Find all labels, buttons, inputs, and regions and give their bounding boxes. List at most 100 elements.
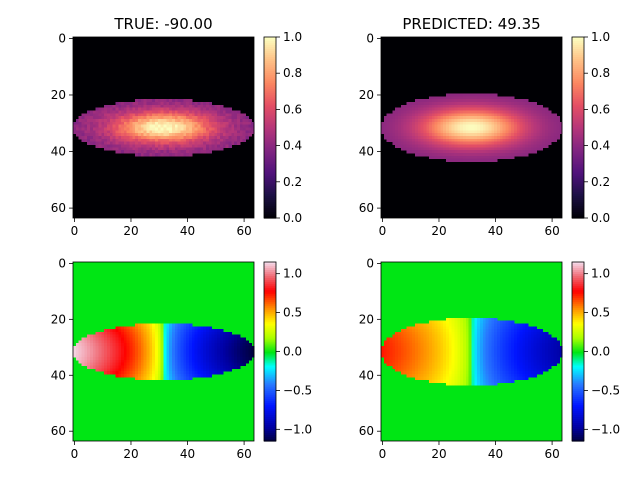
heatmap-cell bbox=[146, 138, 150, 143]
heatmap-cell bbox=[174, 326, 179, 330]
heatmap-cell bbox=[471, 317, 475, 322]
heatmap-cell bbox=[420, 365, 425, 369]
heatmap-cell bbox=[146, 113, 150, 117]
colorbar-segment bbox=[572, 327, 584, 331]
heatmap-cell bbox=[479, 155, 484, 160]
heatmap-cell bbox=[522, 127, 526, 131]
heatmap-cell bbox=[451, 141, 456, 146]
heatmap-cell bbox=[440, 127, 444, 131]
heatmap-cell bbox=[482, 348, 487, 353]
colorbar-segment bbox=[264, 53, 276, 56]
heatmap-cell bbox=[208, 365, 213, 369]
heatmap-cell bbox=[220, 110, 224, 114]
heatmap-cell bbox=[491, 379, 495, 383]
heatmap-cell bbox=[163, 133, 167, 137]
heatmap-cell bbox=[197, 144, 201, 148]
heatmap-cell bbox=[463, 317, 467, 322]
colorbar-segment bbox=[572, 405, 584, 408]
colorbar-segment bbox=[572, 99, 584, 102]
heatmap-cell bbox=[491, 376, 495, 381]
heatmap-cell bbox=[542, 110, 546, 114]
heatmap-cell bbox=[516, 345, 521, 350]
heatmap-cell bbox=[474, 93, 478, 97]
heatmap-cell bbox=[112, 365, 117, 369]
heatmap-cell bbox=[494, 147, 498, 151]
panel-title: PREDICTED: 49.35 bbox=[402, 15, 540, 33]
heatmap-cell bbox=[553, 127, 557, 131]
heatmap-cell bbox=[522, 354, 526, 358]
heatmap-cell bbox=[138, 368, 142, 372]
heatmap-cell bbox=[245, 340, 249, 344]
colorbar-segment bbox=[264, 195, 276, 199]
heatmap-cell bbox=[443, 113, 447, 117]
heatmap-cell bbox=[494, 110, 498, 114]
heatmap-cell bbox=[482, 135, 487, 140]
colorbar-tick-label: 0.8 bbox=[283, 66, 302, 80]
heatmap-cell bbox=[163, 144, 167, 148]
heatmap-cell bbox=[222, 357, 227, 361]
heatmap-cell bbox=[400, 334, 405, 339]
heatmap-cell bbox=[383, 121, 388, 126]
heatmap-cell bbox=[191, 107, 196, 112]
heatmap-cell bbox=[454, 138, 458, 143]
heatmap-cell bbox=[511, 357, 515, 361]
heatmap-cell bbox=[109, 104, 114, 109]
heatmap-cell bbox=[539, 110, 543, 114]
heatmap-cell bbox=[528, 130, 532, 134]
heatmap-cell bbox=[460, 158, 464, 163]
heatmap-cell bbox=[149, 138, 153, 143]
heatmap-cell bbox=[465, 354, 470, 358]
heatmap-cell bbox=[220, 124, 224, 129]
heatmap-cell bbox=[471, 354, 475, 358]
colorbar-segment bbox=[572, 343, 584, 347]
heatmap-cell bbox=[485, 158, 490, 163]
heatmap-cell bbox=[451, 323, 456, 327]
heatmap-cell bbox=[231, 365, 235, 369]
heatmap-cell bbox=[417, 326, 422, 330]
heatmap-cell bbox=[460, 345, 464, 350]
heatmap-cell bbox=[180, 351, 184, 355]
heatmap-cell bbox=[225, 365, 230, 369]
heatmap-cell bbox=[101, 124, 105, 129]
heatmap-cell bbox=[519, 124, 524, 129]
heatmap-cell bbox=[140, 357, 145, 361]
heatmap-cell bbox=[146, 373, 150, 378]
heatmap-cell bbox=[499, 348, 504, 353]
heatmap-cell bbox=[485, 368, 490, 372]
heatmap-cell bbox=[485, 104, 490, 109]
heatmap-cell bbox=[446, 124, 450, 129]
heatmap-cell bbox=[138, 150, 142, 154]
heatmap-cell bbox=[251, 348, 255, 353]
heatmap-cell bbox=[499, 144, 504, 148]
heatmap-cell bbox=[89, 110, 94, 114]
heatmap-cell bbox=[231, 345, 235, 350]
heatmap-cell bbox=[525, 110, 529, 114]
heatmap-cell bbox=[121, 373, 125, 378]
heatmap-cell bbox=[429, 331, 433, 336]
heatmap-cell bbox=[539, 107, 543, 112]
heatmap-cell bbox=[208, 368, 213, 372]
heatmap-cell bbox=[494, 96, 498, 100]
colorbar-segment bbox=[264, 293, 276, 297]
heatmap-cell bbox=[81, 340, 85, 344]
heatmap-cell bbox=[426, 348, 430, 353]
heatmap-cell bbox=[400, 127, 405, 131]
heatmap-cell bbox=[426, 141, 430, 146]
heatmap-cell bbox=[525, 351, 529, 355]
heatmap-cell bbox=[220, 130, 224, 134]
heatmap-cell bbox=[516, 354, 521, 358]
heatmap-cell bbox=[200, 138, 204, 143]
heatmap-cell bbox=[457, 354, 461, 358]
heatmap-cell bbox=[434, 155, 439, 160]
heatmap-cell bbox=[451, 147, 456, 151]
heatmap-cell bbox=[488, 331, 492, 336]
heatmap-cell bbox=[530, 124, 535, 129]
heatmap-cell bbox=[454, 155, 458, 160]
heatmap-cell bbox=[194, 345, 199, 350]
colorbar-segment bbox=[572, 427, 584, 430]
colorbar-segment bbox=[572, 262, 584, 265]
heatmap-cell bbox=[502, 135, 507, 140]
heatmap-cell bbox=[180, 144, 184, 148]
heatmap-cell bbox=[550, 362, 555, 367]
